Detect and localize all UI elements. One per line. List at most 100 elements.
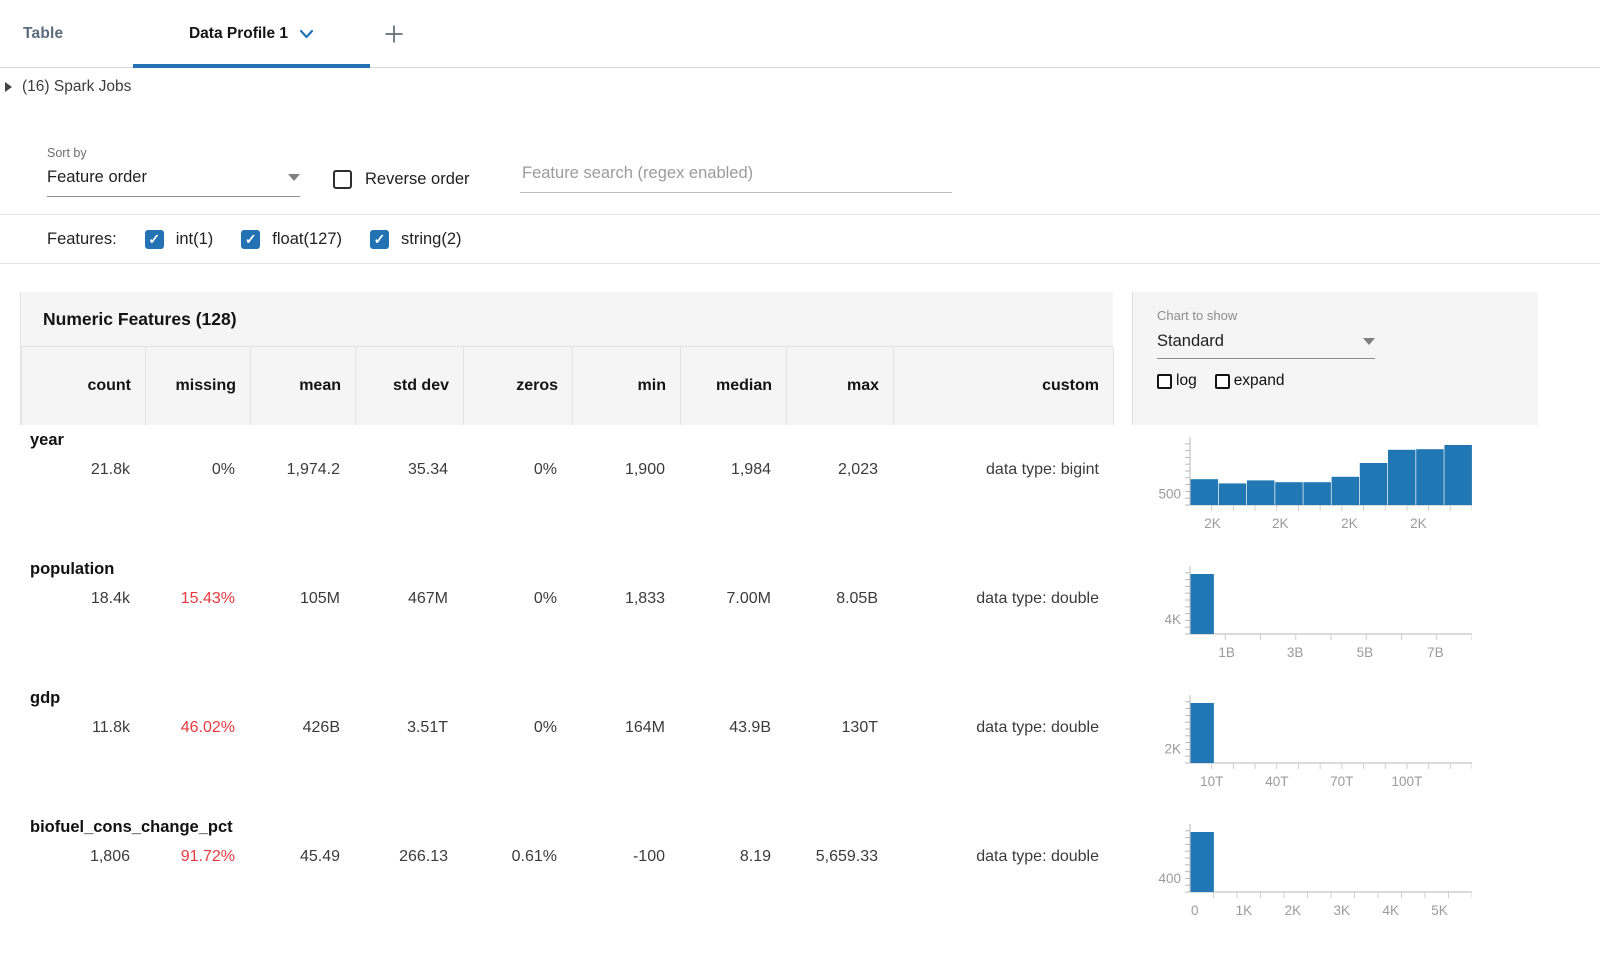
cell-count: 18.4k bbox=[90, 590, 130, 607]
cell-min: -100 bbox=[632, 848, 665, 865]
svg-text:1K: 1K bbox=[1236, 903, 1253, 918]
col-header-min: min bbox=[572, 347, 680, 425]
cell-stddev: 266.13 bbox=[399, 848, 448, 865]
chart-to-show-label: Chart to show bbox=[1157, 308, 1238, 323]
panel-title: Numeric Features (128) bbox=[21, 292, 1113, 347]
feature-name: biofuel_cons_change_pct bbox=[30, 818, 233, 836]
tab-table-label: Table bbox=[23, 25, 64, 42]
cell-mean: 45.49 bbox=[299, 848, 340, 865]
cell-median: 43.9B bbox=[729, 719, 771, 736]
cell-max: 2,023 bbox=[837, 461, 878, 478]
svg-text:500: 500 bbox=[1158, 487, 1181, 502]
log-option: log bbox=[1157, 372, 1197, 390]
cell-stddev: 35.34 bbox=[407, 461, 448, 478]
features-filter-label: Features: bbox=[47, 229, 117, 248]
filter-float: float(127) bbox=[241, 229, 343, 249]
sort-by-value: Feature order bbox=[47, 168, 147, 186]
plus-icon bbox=[383, 23, 405, 45]
spark-jobs-toggle[interactable]: (16) Spark Jobs bbox=[0, 69, 131, 105]
chart-type-value: Standard bbox=[1157, 332, 1224, 350]
cell-custom: data type: double bbox=[976, 719, 1099, 736]
expand-option: expand bbox=[1214, 372, 1285, 390]
dropdown-arrow-icon bbox=[1363, 338, 1375, 345]
svg-text:70T: 70T bbox=[1330, 774, 1353, 789]
sort-by-label: Sort by bbox=[47, 146, 87, 160]
svg-text:100T: 100T bbox=[1391, 774, 1422, 789]
filter-int: int(1) bbox=[144, 229, 213, 249]
sort-by-select[interactable]: Feature order bbox=[47, 168, 300, 197]
cell-custom: data type: bigint bbox=[986, 461, 1099, 478]
col-header-custom: custom bbox=[893, 347, 1114, 425]
tab-data-profile[interactable]: Data Profile 1 bbox=[133, 0, 370, 68]
svg-text:2K: 2K bbox=[1341, 516, 1358, 531]
cell-zeros: 0% bbox=[533, 461, 557, 478]
expand-label: expand bbox=[1233, 372, 1285, 389]
reverse-order-label: Reverse order bbox=[365, 170, 470, 188]
col-header-stddev: std dev bbox=[355, 347, 463, 425]
cell-max: 130T bbox=[841, 719, 878, 736]
cell-stddev: 3.51T bbox=[407, 719, 448, 736]
string-label: string(2) bbox=[401, 229, 462, 248]
tab-data-profile-label: Data Profile 1 bbox=[188, 25, 289, 42]
histogram-year: 500 2K 2K 2K 2K bbox=[1140, 425, 1473, 537]
col-header-max: max bbox=[786, 347, 893, 425]
string-checkbox[interactable] bbox=[370, 229, 390, 249]
svg-text:2K: 2K bbox=[1410, 516, 1427, 531]
svg-text:2K: 2K bbox=[1164, 742, 1181, 757]
cell-mean: 105M bbox=[299, 590, 340, 607]
cell-zeros: 0% bbox=[533, 719, 557, 736]
cell-custom: data type: double bbox=[976, 590, 1099, 607]
feature-row-population: population 18.4k 15.43% 105M 467M 0% 1,8… bbox=[20, 554, 1538, 683]
feature-search-input[interactable] bbox=[520, 164, 952, 193]
feature-values: 11.8k 46.02% 426B 3.51T 0% 164M 43.9B 13… bbox=[20, 716, 1113, 740]
cell-missing: 91.72% bbox=[180, 848, 235, 865]
int-checkbox[interactable] bbox=[144, 229, 164, 249]
svg-text:3B: 3B bbox=[1287, 645, 1304, 660]
svg-text:2K: 2K bbox=[1272, 516, 1289, 531]
cell-median: 7.00M bbox=[726, 590, 771, 607]
cell-mean: 1,974.2 bbox=[286, 461, 340, 478]
tab-table[interactable]: Table bbox=[23, 0, 63, 68]
cell-count: 21.8k bbox=[90, 461, 130, 478]
reverse-order-control: Reverse order bbox=[333, 170, 470, 189]
cell-missing: 46.02% bbox=[180, 719, 235, 736]
log-label: log bbox=[1176, 372, 1197, 389]
feature-row-biofuel-cons-change-pct: biofuel_cons_change_pct 1,806 91.72% 45.… bbox=[20, 812, 1538, 941]
chevron-down-icon bbox=[299, 29, 314, 39]
cell-missing: 15.43% bbox=[180, 590, 235, 607]
feature-name: year bbox=[30, 431, 64, 449]
histogram-biofuel-cons-change-pct: 400 0 1K 2K 3K 4K 5K bbox=[1140, 812, 1473, 924]
col-header-mean: mean bbox=[250, 347, 355, 425]
float-label: float(127) bbox=[272, 229, 343, 248]
feature-values: 18.4k 15.43% 105M 467M 0% 1,833 7.00M 8.… bbox=[20, 587, 1113, 611]
chart-options: log expand bbox=[1157, 372, 1538, 390]
cell-max: 8.05B bbox=[836, 590, 878, 607]
svg-text:1B: 1B bbox=[1218, 645, 1235, 660]
cell-mean: 426B bbox=[302, 719, 340, 736]
svg-text:0: 0 bbox=[1191, 903, 1199, 918]
chart-controls: Chart to show Standard log expand bbox=[1132, 292, 1538, 425]
reverse-order-checkbox[interactable] bbox=[333, 170, 352, 189]
feature-row-gdp: gdp 11.8k 46.02% 426B 3.51T 0% 164M 43.9… bbox=[20, 683, 1538, 812]
numeric-features-panel: Numeric Features (128) count missing mea… bbox=[20, 292, 1538, 957]
spark-jobs-label: (16) Spark Jobs bbox=[22, 78, 132, 95]
svg-text:10T: 10T bbox=[1200, 774, 1223, 789]
chart-type-select[interactable]: Standard bbox=[1157, 332, 1375, 359]
cell-zeros: 0% bbox=[533, 590, 557, 607]
features-filter-bar: Features: int(1) float(127) string(2) bbox=[0, 214, 1600, 264]
col-header-count: count bbox=[21, 347, 145, 425]
log-checkbox[interactable] bbox=[1157, 373, 1172, 389]
cell-count: 11.8k bbox=[92, 719, 130, 736]
expand-checkbox[interactable] bbox=[1214, 373, 1230, 389]
histogram-population: 4K 1B 3B 5B 7B bbox=[1140, 554, 1473, 666]
dropdown-arrow-icon bbox=[288, 174, 300, 181]
svg-text:400: 400 bbox=[1158, 871, 1181, 886]
feature-values: 1,806 91.72% 45.49 266.13 0.61% -100 8.1… bbox=[20, 845, 1113, 869]
add-profile-tab-button[interactable] bbox=[383, 0, 405, 68]
cell-stddev: 467M bbox=[407, 590, 448, 607]
col-header-median: median bbox=[680, 347, 786, 425]
cell-missing: 0% bbox=[211, 461, 235, 478]
cell-zeros: 0.61% bbox=[511, 848, 557, 865]
float-checkbox[interactable] bbox=[241, 229, 261, 249]
